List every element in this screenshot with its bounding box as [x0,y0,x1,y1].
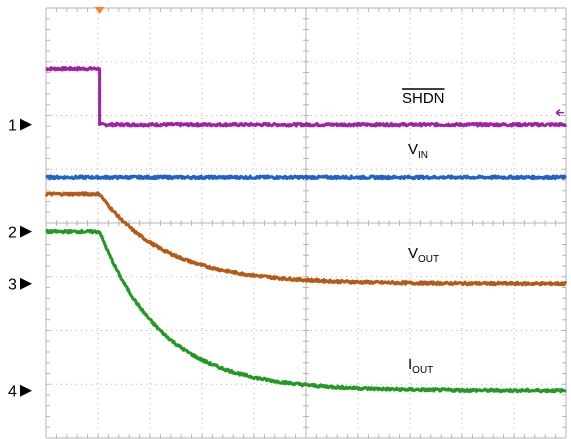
channel-marker-label: 3 [8,277,17,294]
signal-labels: SHDN VIN VOUT IOUT [402,88,445,376]
trace-iout [45,228,567,394]
grid [45,7,567,439]
channel-marker-arrow-icon [20,277,32,290]
trace-vout [44,191,568,287]
channel-marker-label: 1 [8,118,17,135]
series-label-vin: VIN [408,141,428,161]
channel-marker-arrow-icon [20,384,32,397]
channel-marker-arrow-icon [20,225,32,238]
trace-vin [45,174,567,181]
trigger-marker-icon [94,7,105,14]
series-label-iout: IOUT [408,356,433,376]
series-label-vout: VOUT [408,245,439,265]
level-arrow-icon [555,109,564,117]
channel-markers: 1 2 3 4 [8,7,564,401]
traces [44,65,568,394]
channel-marker-arrow-icon [20,118,32,131]
trace-shdn [45,65,568,128]
series-label-shdn: SHDN [402,90,445,107]
channel-marker-label: 4 [8,384,17,401]
channel-marker-label: 2 [8,225,17,242]
